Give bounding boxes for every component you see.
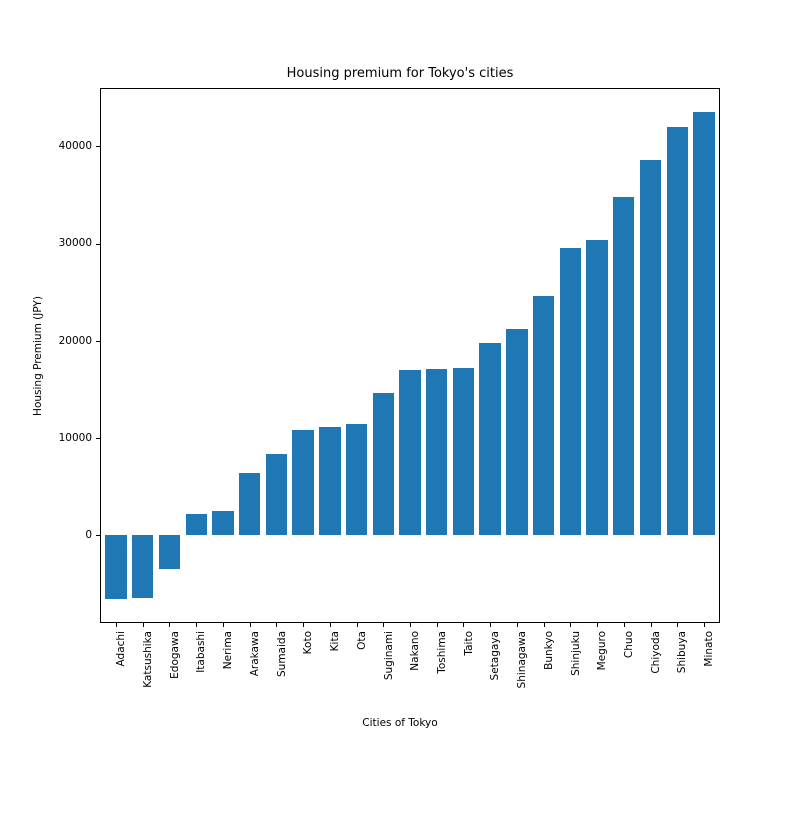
x-tick-mark bbox=[223, 623, 224, 627]
y-axis-label: Housing Premium (JPY) bbox=[32, 296, 44, 416]
bar bbox=[266, 454, 287, 536]
x-tick-label: Taito bbox=[463, 631, 475, 831]
x-tick-label: Adachi bbox=[115, 631, 127, 831]
chart-container: Housing premium for Tokyo's cities Housi… bbox=[0, 0, 800, 800]
x-tick-label: Nerima bbox=[222, 631, 234, 831]
x-tick-mark bbox=[169, 623, 170, 627]
x-tick-mark bbox=[624, 623, 625, 627]
y-tick-label: 30000 bbox=[59, 237, 92, 249]
y-tick-label: 0 bbox=[85, 529, 92, 541]
x-tick-mark bbox=[330, 623, 331, 627]
x-tick-label: Edogawa bbox=[169, 631, 181, 831]
x-tick-mark bbox=[383, 623, 384, 627]
x-tick-mark bbox=[544, 623, 545, 627]
x-tick-label: Sumaida bbox=[276, 631, 288, 831]
bar bbox=[159, 535, 180, 569]
bar bbox=[453, 368, 474, 535]
x-tick-mark bbox=[357, 623, 358, 627]
x-tick-label: Toshima bbox=[436, 631, 448, 831]
bar bbox=[506, 329, 527, 535]
x-tick-label: Nakano bbox=[409, 631, 421, 831]
bar bbox=[105, 535, 126, 598]
x-tick-mark bbox=[410, 623, 411, 627]
x-tick-mark bbox=[303, 623, 304, 627]
x-tick-label: Kita bbox=[329, 631, 341, 831]
x-tick-mark bbox=[597, 623, 598, 627]
x-tick-label: Itabashi bbox=[195, 631, 207, 831]
x-tick-mark bbox=[677, 623, 678, 627]
bar bbox=[613, 197, 634, 536]
bar bbox=[132, 535, 153, 597]
y-tick-label: 40000 bbox=[59, 140, 92, 152]
y-tick-label: 10000 bbox=[59, 432, 92, 444]
x-tick-mark bbox=[250, 623, 251, 627]
bar bbox=[319, 427, 340, 535]
bar bbox=[239, 473, 260, 535]
bar bbox=[186, 514, 207, 535]
bar bbox=[399, 370, 420, 535]
y-tick-mark bbox=[96, 146, 100, 147]
x-tick-label: Arakawa bbox=[249, 631, 261, 831]
x-tick-label: Ota bbox=[356, 631, 368, 831]
bar bbox=[292, 430, 313, 535]
bar bbox=[560, 248, 581, 536]
x-tick-label: Shibuya bbox=[676, 631, 688, 831]
x-tick-label: Suginami bbox=[383, 631, 395, 831]
bar bbox=[533, 296, 554, 535]
x-tick-mark bbox=[490, 623, 491, 627]
x-tick-label: Shinjuku bbox=[570, 631, 582, 831]
x-tick-label: Setagaya bbox=[489, 631, 501, 831]
bar bbox=[373, 393, 394, 535]
x-tick-mark bbox=[276, 623, 277, 627]
bar bbox=[212, 511, 233, 535]
bar bbox=[667, 127, 688, 536]
bar bbox=[693, 112, 714, 535]
x-tick-label: Minato bbox=[703, 631, 715, 831]
x-tick-mark bbox=[463, 623, 464, 627]
x-tick-label: Katsushika bbox=[142, 631, 154, 831]
y-tick-mark bbox=[96, 341, 100, 342]
x-tick-mark bbox=[704, 623, 705, 627]
x-tick-label: Chuo bbox=[623, 631, 635, 831]
x-tick-label: Meguro bbox=[596, 631, 608, 831]
chart-title: Housing premium for Tokyo's cities bbox=[0, 66, 800, 81]
y-tick-label: 20000 bbox=[59, 335, 92, 347]
y-tick-mark bbox=[96, 438, 100, 439]
x-tick-mark bbox=[651, 623, 652, 627]
bar bbox=[479, 343, 500, 536]
x-tick-label: Koto bbox=[302, 631, 314, 831]
bar bbox=[586, 240, 607, 536]
x-tick-label: Chiyoda bbox=[650, 631, 662, 831]
y-tick-mark bbox=[96, 244, 100, 245]
x-tick-mark bbox=[437, 623, 438, 627]
x-tick-mark bbox=[116, 623, 117, 627]
x-tick-label: Shinagawa bbox=[516, 631, 528, 831]
bar bbox=[640, 160, 661, 535]
x-tick-mark bbox=[143, 623, 144, 627]
x-tick-mark bbox=[570, 623, 571, 627]
bar bbox=[346, 424, 367, 536]
x-tick-mark bbox=[196, 623, 197, 627]
x-tick-mark bbox=[517, 623, 518, 627]
bar bbox=[426, 369, 447, 535]
x-tick-label: Bunkyo bbox=[543, 631, 555, 831]
y-tick-mark bbox=[96, 535, 100, 536]
